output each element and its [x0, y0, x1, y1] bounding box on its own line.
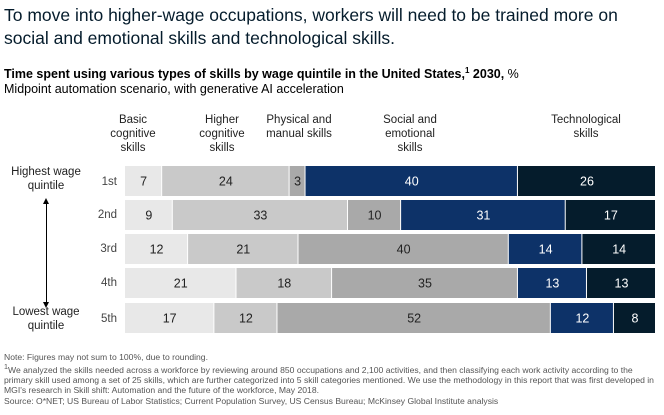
bar-4th-higher — [236, 268, 332, 298]
legend-higher-cognitive: Higher cognitive skills — [199, 114, 245, 154]
bar-3rd-tech — [582, 234, 655, 264]
bar-3rd-physical — [298, 234, 508, 264]
data-label-5th-physical: 52 — [407, 312, 421, 326]
bar-5th-higher — [214, 303, 277, 333]
bar-4th-physical — [332, 268, 517, 298]
bar-4th-tech — [586, 268, 655, 298]
footnotes: Note: Figures may not sum to 100%, due t… — [4, 352, 660, 406]
bar-2nd-physical — [348, 200, 401, 230]
bar-5th-tech — [613, 303, 655, 333]
bar-1st-higher — [162, 166, 289, 196]
data-label-1st-physical: 3 — [294, 175, 301, 189]
data-label-5th-higher: 12 — [239, 312, 253, 326]
legend-basic-cognitive: Basic cognitive skills — [110, 114, 156, 154]
data-label-2nd-tech: 17 — [604, 209, 618, 223]
wage-axis-line — [46, 203, 47, 303]
data-label-3rd-physical: 40 — [397, 243, 411, 257]
data-label-3rd-social: 14 — [539, 243, 553, 257]
bar-3rd-higher — [188, 234, 298, 264]
lowest-wage-label: Lowest wage quintile — [12, 306, 80, 332]
data-label-1st-social: 40 — [405, 175, 419, 189]
bar-3rd-basic — [125, 234, 188, 264]
legend-technological: Technological skills — [551, 114, 621, 140]
data-label-3rd-tech: 14 — [612, 243, 626, 257]
highest-wage-label: Highest wage quintile — [11, 166, 81, 192]
data-label-5th-basic: 17 — [163, 312, 177, 326]
headline: To move into higher-wage occupations, wo… — [4, 5, 618, 48]
bar-1st-physical — [289, 166, 305, 196]
bar-2nd-basic — [125, 200, 172, 230]
bar-2nd-tech — [565, 200, 655, 230]
data-label-4th-physical: 35 — [418, 277, 432, 291]
data-label-3rd-basic: 12 — [150, 243, 164, 257]
bar-5th-physical — [277, 303, 550, 333]
data-label-4th-tech: 13 — [615, 277, 629, 291]
bar-1st-basic — [125, 166, 162, 196]
bar-2nd-higher — [172, 200, 348, 230]
bar-5th-social — [550, 303, 613, 333]
data-label-3rd-higher: 21 — [236, 243, 250, 257]
arrow-down-icon — [43, 302, 49, 308]
data-label-4th-basic: 21 — [174, 277, 188, 291]
note-methodology: 1We analyzed the skills needed across a … — [4, 363, 654, 396]
data-label-4th-social: 13 — [545, 277, 559, 291]
data-label-1st-basic: 7 — [140, 175, 147, 189]
bar-3rd-social — [508, 234, 582, 264]
data-label-1st-higher: 24 — [219, 175, 233, 189]
chart-subtitle: Midpoint automation scenario, with gener… — [4, 82, 344, 96]
arrow-up-icon — [43, 198, 49, 204]
bar-4th-social — [517, 268, 586, 298]
data-label-2nd-physical: 10 — [368, 209, 382, 223]
bar-1st-tech — [517, 166, 655, 196]
row-label-3rd: 3rd — [100, 243, 117, 255]
legend-physical-manual: Physical and manual skills — [266, 114, 332, 140]
note-source: Source: O*NET; US Bureau of Labor Statis… — [4, 395, 499, 406]
stacked-bar-chart: 7 24 3 40 26 9 33 10 31 17 12 21 40 14 14 21 18 35 13 13 17 1… — [125, 166, 655, 333]
bar-5th-basic — [125, 303, 214, 333]
data-label-1st-tech: 26 — [580, 175, 594, 189]
note-rounding: Note: Figures may not sum to 100%, due t… — [4, 352, 208, 362]
bar-4th-basic — [125, 268, 236, 298]
row-label-2nd: 2nd — [97, 209, 117, 221]
data-label-5th-tech: 8 — [631, 312, 638, 326]
data-label-5th-social: 12 — [575, 312, 589, 326]
chart-title: Time spent using various types of skills… — [4, 66, 519, 82]
bar-2nd-social — [401, 200, 565, 230]
bar-1st-social — [305, 166, 517, 196]
data-label-2nd-social: 31 — [476, 209, 490, 223]
data-label-4th-higher: 18 — [277, 277, 291, 291]
data-label-2nd-higher: 33 — [253, 209, 267, 223]
data-label-2nd-basic: 9 — [145, 209, 152, 223]
row-label-1st: 1st — [101, 176, 117, 188]
legend-social-emotional: Social and emotional skills — [383, 114, 437, 154]
row-label-5th: 5th — [101, 313, 117, 325]
row-label-4th: 4th — [101, 277, 117, 289]
